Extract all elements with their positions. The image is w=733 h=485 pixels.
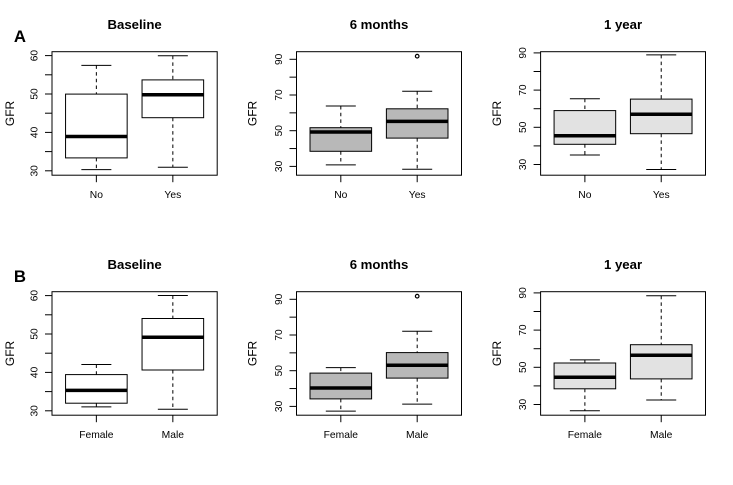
svg-text:Female: Female <box>568 430 603 441</box>
svg-text:30: 30 <box>518 159 529 171</box>
svg-text:60: 60 <box>29 290 40 302</box>
svg-text:Female: Female <box>79 430 114 441</box>
svg-text:GFR: GFR <box>3 100 17 126</box>
svg-text:A: A <box>14 27 26 46</box>
svg-text:Male: Male <box>162 430 185 441</box>
svg-text:90: 90 <box>274 53 285 65</box>
svg-text:90: 90 <box>518 287 529 299</box>
svg-text:30: 30 <box>274 160 285 172</box>
svg-text:1 year: 1 year <box>604 17 642 32</box>
svg-text:70: 70 <box>274 89 285 101</box>
svg-text:B: B <box>14 267 26 286</box>
svg-text:GFR: GFR <box>3 340 17 366</box>
svg-text:50: 50 <box>274 365 285 377</box>
svg-text:50: 50 <box>274 125 285 137</box>
svg-text:Female: Female <box>324 430 359 441</box>
svg-text:40: 40 <box>29 366 40 378</box>
svg-text:30: 30 <box>29 165 40 177</box>
svg-text:70: 70 <box>518 324 529 336</box>
svg-text:70: 70 <box>274 329 285 341</box>
svg-text:No: No <box>90 190 103 201</box>
svg-text:50: 50 <box>29 328 40 340</box>
svg-text:30: 30 <box>274 400 285 412</box>
svg-text:90: 90 <box>518 47 529 59</box>
svg-text:6 months: 6 months <box>350 257 409 272</box>
svg-text:60: 60 <box>29 50 40 62</box>
svg-text:Yes: Yes <box>164 190 181 201</box>
svg-text:Baseline: Baseline <box>107 257 161 272</box>
svg-text:No: No <box>334 190 347 201</box>
svg-text:90: 90 <box>274 293 285 305</box>
svg-text:6 months: 6 months <box>350 17 409 32</box>
svg-text:GFR: GFR <box>490 340 504 366</box>
svg-text:1 year: 1 year <box>604 257 642 272</box>
svg-text:30: 30 <box>29 405 40 417</box>
svg-text:No: No <box>578 190 591 201</box>
svg-text:70: 70 <box>518 84 529 96</box>
svg-text:50: 50 <box>518 361 529 373</box>
svg-text:Yes: Yes <box>653 190 670 201</box>
svg-text:Male: Male <box>650 430 673 441</box>
svg-text:50: 50 <box>29 88 40 100</box>
svg-text:GFR: GFR <box>490 100 504 126</box>
svg-text:30: 30 <box>518 399 529 411</box>
svg-text:50: 50 <box>518 121 529 133</box>
svg-text:Yes: Yes <box>409 190 426 201</box>
svg-text:GFR: GFR <box>246 100 260 126</box>
svg-text:GFR: GFR <box>246 340 260 366</box>
svg-text:40: 40 <box>29 126 40 138</box>
svg-text:Male: Male <box>406 430 429 441</box>
svg-text:Baseline: Baseline <box>107 17 161 32</box>
